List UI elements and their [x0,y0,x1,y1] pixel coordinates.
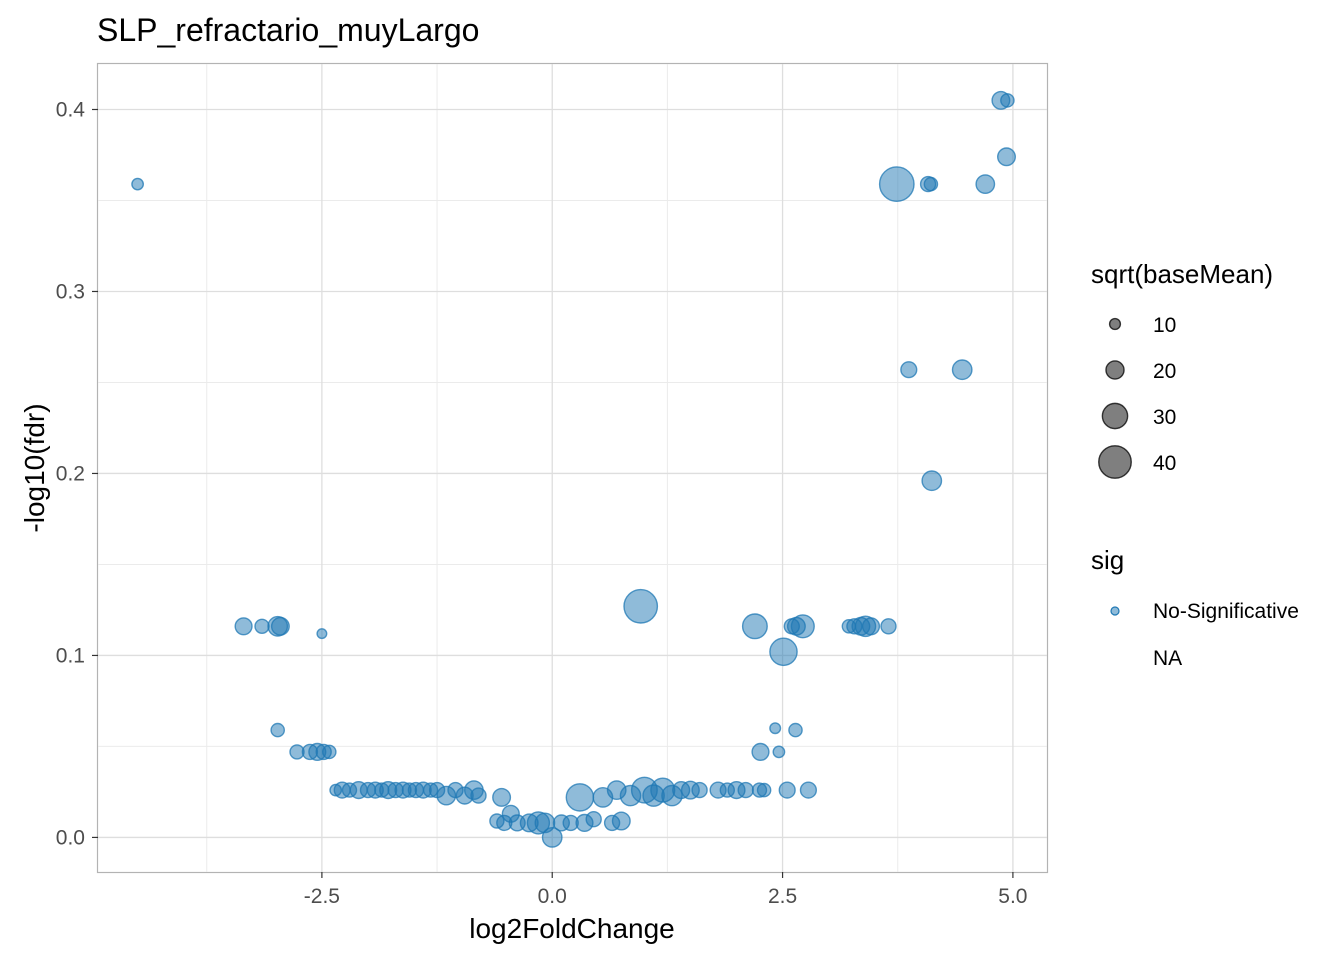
data-point [900,361,918,379]
data-point [374,782,390,798]
y-tick-label: 0.2 [56,462,85,485]
data-point [788,722,803,738]
data-point [975,174,996,195]
y-tick-label: 0.1 [56,644,85,667]
data-point [719,782,735,798]
size-legend-key [1101,402,1129,430]
x-axis-title: log2FoldChange [469,913,675,944]
data-point [772,745,786,759]
data-point [751,742,770,761]
data-point [131,177,145,191]
size-legend-key [1108,317,1122,331]
data-point [387,781,404,799]
color-legend-label-1: NA [1153,647,1182,670]
x-tick-label: 2.5 [768,885,797,908]
data-point [642,784,665,807]
chart-title: SLP_refractario_muyLargo [97,12,479,48]
data-point [737,781,754,799]
data-point [878,166,915,203]
data-point [1000,93,1015,108]
data-point [769,722,782,735]
data-point [341,782,358,798]
size-legend-label: 10 [1153,314,1176,337]
color-legend-key [1110,606,1120,616]
data-point [861,617,881,636]
data-point [562,814,579,832]
data-point [401,782,418,798]
data-point [492,787,512,807]
data-point [997,147,1017,167]
data-point [880,618,897,635]
data-point [783,618,800,635]
size-legend-key [1098,445,1132,479]
data-point [672,780,691,800]
data-point [470,787,487,804]
data-point [447,781,464,799]
data-point [565,783,595,812]
data-point [841,619,857,634]
x-axis-ticks: -2.5 0.0 2.5 5.0 [304,872,1028,908]
grid-major [98,64,1047,872]
data-point [254,618,270,634]
data-point [756,782,772,798]
x-tick-label: 0.0 [538,885,567,908]
data-point [541,827,563,848]
data-point [329,783,343,797]
data-point [422,782,439,798]
data-points [131,90,1017,848]
data-point [289,744,305,760]
data-point [321,744,337,760]
data-point [799,781,818,799]
color-legend-title: sig [1091,545,1124,575]
x-tick-label: -2.5 [304,885,340,908]
y-axis-ticks: 0.0 0.1 0.2 0.3 0.4 [56,98,98,849]
x-tick-label: 5.0 [998,885,1027,908]
size-legend-label: 40 [1153,452,1176,475]
size-legend-key [1105,360,1125,380]
grid-minor [98,64,1047,872]
y-tick-label: 0.3 [56,280,85,303]
data-point [270,722,286,738]
data-point [606,780,627,800]
data-point [585,811,602,828]
data-point [270,616,290,636]
data-point [778,781,796,799]
y-tick-label: 0.0 [56,826,85,849]
y-axis-title: -log10(fdr) [19,403,50,532]
size-legend: sqrt(baseMean) 10 20 30 40 [1091,259,1273,479]
data-point [603,814,621,832]
data-point [951,359,973,381]
data-point [769,637,798,667]
y-tick-label: 0.4 [56,98,86,121]
size-legend-label: 30 [1153,406,1176,429]
data-point [923,176,939,192]
data-point [623,588,659,624]
color-legend-label-0: No-Significative [1153,600,1299,623]
data-point [316,628,328,640]
size-legend-title: sqrt(baseMean) [1091,259,1273,289]
data-point [234,617,253,636]
data-point [741,613,768,640]
data-point [359,781,377,799]
color-legend: sig No-Significative NA [1091,545,1299,670]
data-point [489,813,505,829]
size-legend-label: 20 [1153,360,1176,383]
data-point [691,781,708,799]
data-point [921,470,943,492]
